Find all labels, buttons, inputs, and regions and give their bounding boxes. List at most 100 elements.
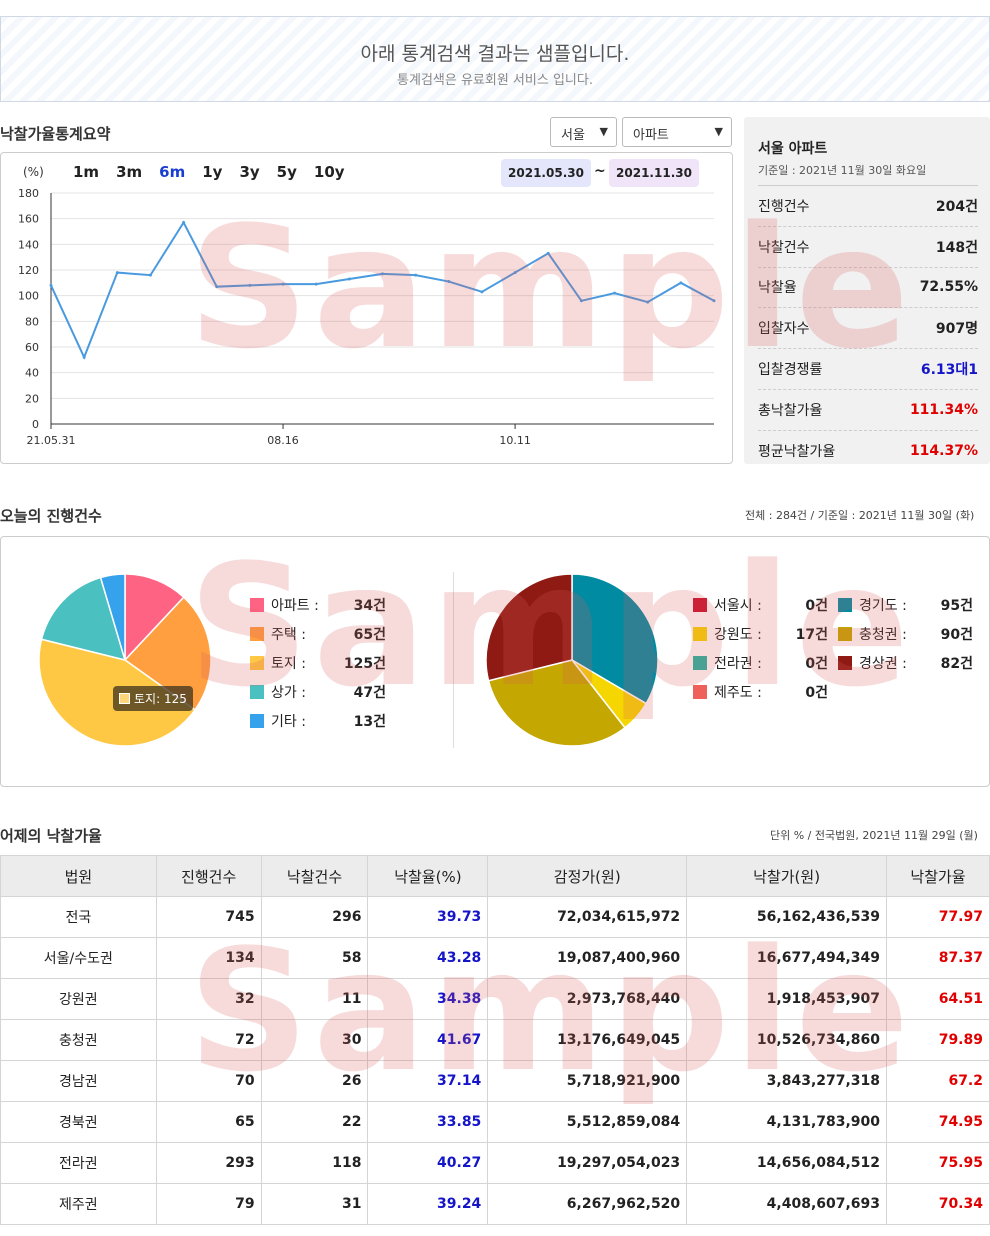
data-point[interactable]: [49, 283, 53, 287]
legend-swatch: [693, 626, 707, 641]
table-cell: 6,267,962,520: [487, 1183, 688, 1225]
stats-row: 평균낙찰가율 114.37%: [758, 431, 978, 472]
legend-value: 17건: [795, 626, 828, 643]
table-row: 서울/수도권 134 58 43.28 19,087,400,960 16,677,494…: [0, 937, 990, 979]
table-cell: 충청권: [0, 1019, 157, 1061]
period-tab-1y[interactable]: 1y: [202, 163, 223, 181]
data-point[interactable]: [646, 300, 650, 304]
table-cell: 40.27: [367, 1142, 489, 1184]
data-point[interactable]: [115, 271, 119, 275]
table-cell: 22: [260, 1101, 369, 1143]
date-to-button[interactable]: 2021.11.30: [609, 159, 699, 187]
property-type-slice[interactable]: [124, 573, 185, 662]
table-cell: 5,512,859,084: [487, 1101, 688, 1143]
x-tick-label: 21.05.31: [27, 434, 76, 447]
stats-value: 148건: [935, 239, 978, 256]
data-point[interactable]: [546, 251, 550, 255]
legend-label: 아파트 :: [271, 597, 319, 614]
stats-label: 입찰자수: [758, 321, 810, 338]
legend-value: 0건: [805, 655, 828, 672]
property-type-slice[interactable]: [99, 573, 126, 661]
data-point[interactable]: [281, 282, 285, 286]
table-cell: 72,034,615,972: [487, 896, 688, 938]
region-slice[interactable]: [485, 573, 573, 682]
period-tab-3y[interactable]: 3y: [239, 163, 260, 181]
period-tab-6m[interactable]: 6m: [159, 163, 186, 181]
period-tab-3m[interactable]: 3m: [116, 163, 143, 181]
data-point[interactable]: [613, 291, 617, 295]
data-point[interactable]: [347, 277, 351, 281]
y-tick-label: 180: [18, 187, 39, 200]
data-point[interactable]: [414, 273, 418, 277]
data-point[interactable]: [579, 299, 583, 303]
legend-label: 전라권 :: [714, 655, 762, 672]
legend-label: 서울시 :: [714, 597, 762, 614]
legend-swatch: [250, 597, 264, 612]
data-point[interactable]: [215, 285, 219, 289]
data-point[interactable]: [447, 280, 451, 284]
region-slice[interactable]: [571, 573, 659, 705]
chevron-down-icon: ▼: [599, 125, 608, 138]
date-from-button[interactable]: 2021.05.30: [501, 159, 591, 187]
y-tick-label: 100: [18, 290, 39, 303]
table-row: 경북권 65 22 33.85 5,512,859,084 4,131,783,900 74…: [0, 1101, 990, 1143]
table-cell: 118: [260, 1142, 369, 1184]
stats-summary-panel: 서울 아파트 기준일 : 2021년 11월 30일 화요일 진행건수 204건 낙…: [744, 117, 990, 464]
region-select[interactable]: 서울 ▼: [550, 117, 617, 147]
legend-value: 13건: [353, 713, 386, 730]
table-cell: 745: [155, 896, 262, 938]
table-cell: 경남권: [0, 1060, 157, 1102]
period-tab-5y[interactable]: 5y: [276, 163, 297, 181]
legend-item: 강원도 : 17건: [693, 619, 838, 648]
legend-value: 0건: [805, 684, 828, 701]
stats-label: 낙찰건수: [758, 239, 810, 256]
table-cell: 39.73: [367, 896, 489, 938]
stats-label: 평균낙찰가율: [758, 444, 836, 461]
table-cell: 14,656,084,512: [686, 1142, 888, 1184]
legend-value: 65건: [353, 626, 386, 643]
table-header-row: 법원 진행건수 낙찰건수 낙찰율(%) 감정가(원) 낙찰가(원) 낙찰가율: [0, 855, 990, 897]
data-point[interactable]: [513, 271, 517, 275]
table-cell: 70: [155, 1060, 262, 1102]
table-cell: 강원권: [0, 978, 157, 1020]
period-tab-10y[interactable]: 10y: [313, 163, 345, 181]
data-point[interactable]: [381, 272, 384, 276]
region-legend: 서울시 :0건 경기도 :95건 강원도 :17건 충청권 :90건 전라권 :0건 경상…: [693, 590, 983, 706]
pie-charts-panel: 아파트 : 34건 주택 : 65건 토지 : 125건 상가 : 47건 기타 : 13건 서울…: [0, 536, 990, 787]
data-point[interactable]: [712, 299, 716, 303]
table-row: 경남권 70 26 37.14 5,718,921,900 3,843,277,318 67…: [0, 1060, 990, 1102]
legend-value: 82건: [940, 655, 973, 672]
table-cell: 4,131,783,900: [686, 1101, 888, 1143]
legend-label: 토지 :: [271, 655, 306, 672]
period-tab-1m[interactable]: 1m: [73, 163, 100, 181]
legend-item: 충청권 : 90건: [838, 619, 983, 648]
sample-notice-banner: 아래 통계검색 결과는 샘플입니다. 통계검색은 유료회원 서비스 입니다.: [0, 16, 990, 102]
legend-item: 경기도 : 95건: [838, 590, 983, 619]
legend-swatch: [838, 597, 852, 612]
line-chart-panel: (%) 1m 3m 6m 1y 3y 5y 10y 2021.05.30 ~ 2021.11…: [0, 152, 733, 464]
property-type-slice[interactable]: [123, 596, 212, 711]
table-cell: 77.97: [886, 896, 990, 938]
type-select-value: 아파트: [633, 128, 669, 143]
stats-row: 입찰경쟁률 6.13대1: [758, 349, 978, 390]
data-point[interactable]: [182, 221, 186, 225]
data-point[interactable]: [248, 283, 252, 287]
x-tick-label: 10.11: [499, 434, 531, 447]
data-point[interactable]: [679, 281, 683, 285]
type-select[interactable]: 아파트 ▼: [622, 117, 732, 147]
table-row: 전라권 293 118 40.27 19,297,054,023 14,656,084,5…: [0, 1142, 990, 1184]
data-point[interactable]: [148, 273, 152, 277]
stats-date: 기준일 : 2021년 11월 30일 화요일: [758, 162, 978, 186]
stats-value: 114.37%: [909, 443, 978, 460]
court-rate-table: 법원 진행건수 낙찰건수 낙찰율(%) 감정가(원) 낙찰가(원) 낙찰가율 전국 745 29…: [0, 855, 990, 1225]
region-slice[interactable]: [487, 659, 627, 747]
property-type-slice[interactable]: [40, 576, 127, 662]
table-row: 강원권 32 11 34.38 2,973,768,440 1,918,453,907 64…: [0, 978, 990, 1020]
table-cell: 16,677,494,349: [686, 937, 888, 979]
legend-item: 아파트 : 34건: [250, 590, 386, 619]
data-point[interactable]: [314, 282, 318, 286]
data-point[interactable]: [480, 290, 484, 294]
data-point[interactable]: [82, 355, 86, 359]
table-cell: 87.37: [886, 937, 990, 979]
table-cell: 75.95: [886, 1142, 990, 1184]
